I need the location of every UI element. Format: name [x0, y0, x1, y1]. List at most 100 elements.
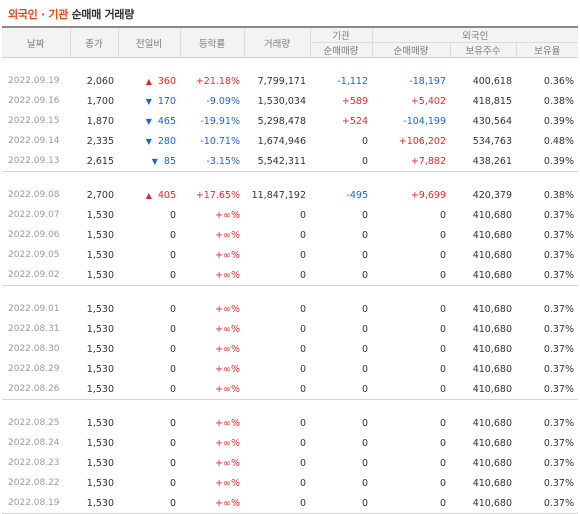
cell-holdings: 410,680 [472, 457, 512, 469]
cell-holdings: 400,618 [472, 75, 512, 87]
cell-rate: -19.91% [200, 115, 240, 127]
cell-volume: 1,674,946 [257, 135, 306, 147]
col-header-holding-ratio[interactable]: 보유율 [515, 42, 579, 58]
cell-holding-ratio: 0.37% [543, 249, 575, 261]
arrow-down-icon: ▼ [145, 136, 152, 146]
cell-holdings: 410,680 [472, 477, 512, 489]
cell-holdings: 410,680 [472, 303, 512, 315]
cell-foreign-net: 0 [439, 229, 446, 241]
cell-holdings: 410,680 [472, 363, 512, 375]
cell-change: ▲ 360 [118, 71, 180, 91]
cell-rate: +∞% [215, 457, 240, 469]
cell-foreign-net: 0 [439, 363, 446, 375]
cell-change: 0 [118, 265, 180, 286]
cell-rate: +∞% [215, 229, 240, 241]
cell-inst-net: 0 [361, 323, 368, 335]
cell-change-value: 0 [169, 363, 176, 375]
cell-rate: +21.18% [195, 75, 240, 87]
cell-foreign-net: 0 [372, 379, 450, 400]
cell-inst-net: 0 [310, 151, 372, 172]
cell-close: 1,530 [70, 379, 118, 400]
cell-close: 1,530 [86, 457, 114, 469]
cell-close: 2,335 [86, 135, 114, 147]
cell-change-value: 465 [157, 115, 176, 127]
table-row: 2022.09.14 2,335 ▼ 280 -10.71% 1,674,946 0 +106… [2, 131, 578, 151]
spacer-cell [2, 58, 578, 72]
investor-trade-table: 날짜 종가 전일비 등락률 거래량 기관 외국인 순매매량 순매매량 보유주수 … [2, 26, 579, 514]
cell-volume: 7,799,171 [257, 75, 306, 87]
cell-holding-ratio: 0.37% [543, 477, 575, 489]
col-header-rate[interactable]: 등락률 [179, 26, 244, 58]
cell-rate: +17.65% [195, 189, 240, 201]
cell-date: 2022.08.29 [8, 364, 60, 374]
cell-volume: 0 [299, 303, 306, 315]
cell-foreign-net: 0 [372, 493, 450, 514]
cell-change: 0 [118, 433, 180, 453]
arrow-up-icon: ▲ [145, 190, 152, 200]
cell-inst-net: 0 [361, 229, 368, 241]
cell-volume: 0 [299, 229, 306, 241]
cell-volume: 0 [299, 343, 306, 355]
cell-inst-net: -1,112 [337, 75, 368, 87]
cell-date: 2022.09.02 [2, 265, 70, 286]
cell-close: 1,530 [86, 417, 114, 429]
cell-inst-net: +524 [341, 115, 368, 127]
cell-holding-ratio: 0.37% [543, 363, 575, 375]
cell-foreign-net: -104,199 [403, 115, 446, 127]
cell-volume: 0 [299, 437, 306, 449]
cell-holdings: 410,680 [472, 343, 512, 355]
cell-holdings: 410,680 [472, 417, 512, 429]
table-row: 2022.08.25 1,530 0 +∞% 0 0 0 410,680 0.37% [2, 413, 578, 433]
col-header-close[interactable]: 종가 [69, 26, 118, 58]
table-row: 2022.08.24 1,530 0 +∞% 0 0 0 410,680 0.37% [2, 433, 578, 453]
cell-date: 2022.08.19 [2, 493, 70, 514]
cell-volume: 0 [299, 323, 306, 335]
col-header-holdings[interactable]: 보유주수 [449, 42, 516, 58]
cell-rate: +∞% [215, 209, 240, 221]
col-header-foreign-net[interactable]: 순매매량 [371, 42, 450, 58]
cell-foreign-net: 0 [439, 209, 446, 221]
arrow-down-icon: ▼ [151, 156, 158, 166]
cell-holdings: 534,763 [472, 135, 512, 147]
cell-change: 0 [118, 205, 180, 225]
cell-change-value: 0 [169, 303, 176, 315]
cell-holdings: 410,680 [472, 437, 512, 449]
cell-inst-net: 0 [361, 457, 368, 469]
cell-change: 0 [118, 413, 180, 433]
cell-foreign-net: 0 [439, 437, 446, 449]
cell-volume: 0 [244, 493, 310, 514]
cell-foreign-net: 0 [439, 249, 446, 261]
table-body: 2022.09.19 2,060 ▲ 360 +21.18% 7,799,171 -1,11… [2, 58, 579, 514]
cell-volume: 0 [244, 379, 310, 400]
title-foreign-institution: 외국인 · 기관 [8, 8, 69, 21]
cell-close: 1,530 [86, 363, 114, 375]
cell-holding-ratio: 0.37% [543, 343, 575, 355]
cell-foreign-net: 0 [439, 323, 446, 335]
cell-volume: 1,530,034 [257, 95, 306, 107]
cell-foreign-net: 0 [439, 343, 446, 355]
table-row: 2022.09.07 1,530 0 +∞% 0 0 0 410,680 0.37% [2, 205, 578, 225]
col-header-date[interactable]: 날짜 [2, 26, 70, 58]
col-header-volume[interactable]: 거래량 [243, 26, 310, 58]
cell-holdings: 430,564 [472, 115, 512, 127]
cell-close: 1,530 [86, 229, 114, 241]
spacer-cell [2, 400, 578, 414]
table-row: 2022.09.02 1,530 0 +∞% 0 0 0 410,680 0.37% [2, 265, 579, 286]
cell-date: 2022.09.16 [8, 96, 60, 106]
table-row: 2022.09.05 1,530 0 +∞% 0 0 0 410,680 0.37% [2, 245, 578, 265]
cell-holding-ratio: 0.37% [516, 493, 579, 514]
cell-holding-ratio: 0.48% [543, 135, 575, 147]
cell-foreign-net: 0 [439, 457, 446, 469]
col-header-inst-net[interactable]: 순매매량 [309, 42, 372, 58]
group-spacer [2, 286, 578, 300]
cell-date: 2022.09.05 [8, 250, 60, 260]
cell-volume: 0 [299, 363, 306, 375]
col-header-change[interactable]: 전일비 [117, 26, 180, 58]
cell-change: 0 [118, 319, 180, 339]
cell-close: 1,530 [86, 303, 114, 315]
cell-holding-ratio: 0.37% [543, 457, 575, 469]
cell-change-value: 0 [169, 249, 176, 261]
cell-rate: +∞% [215, 477, 240, 489]
table-row: 2022.08.30 1,530 0 +∞% 0 0 0 410,680 0.37% [2, 339, 578, 359]
